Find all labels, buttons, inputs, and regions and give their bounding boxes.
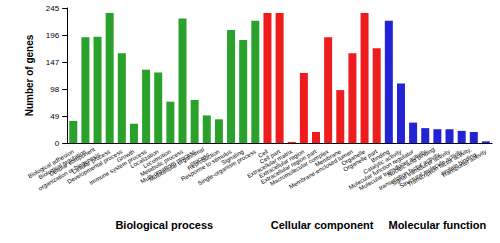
svg-text:49: 49	[50, 112, 59, 121]
svg-text:Catalytic activity: Catalytic activity	[362, 148, 403, 176]
svg-text:Locomotion: Locomotion	[142, 148, 172, 170]
svg-text:Cell part: Cell part	[258, 148, 282, 165]
svg-text:Response to stimulus: Response to stimulus	[180, 148, 233, 183]
svg-text:Cellular process: Cellular process	[71, 148, 112, 176]
svg-text:Signaling: Signaling	[220, 148, 245, 166]
svg-text:Biological process: Biological process	[115, 219, 213, 231]
svg-text:Macromolecular complex: Macromolecular complex	[269, 148, 330, 187]
svg-text:Multicellular organismal: Multicellular organismal	[147, 145, 207, 183]
svg-text:Localization: Localization	[129, 148, 160, 170]
svg-text:Cellular component: Cellular component	[271, 219, 374, 231]
svg-text:Signal transducer activity: Signal transducer activity	[390, 148, 451, 187]
svg-text:Cellular component: Cellular component	[48, 145, 98, 178]
svg-text:protein binding: protein binding	[440, 151, 477, 177]
svg-text:Organelle part: Organelle part	[342, 148, 379, 173]
svg-text:Growth: Growth	[115, 148, 136, 164]
svg-text:Metabolic process: Metabolic process	[139, 148, 184, 178]
svg-text:Cell: Cell	[257, 148, 269, 159]
svg-text:Extracellular region part: Extracellular region part	[260, 148, 318, 185]
svg-text:245: 245	[46, 4, 60, 13]
svg-text:Membrane: Membrane	[314, 148, 342, 168]
svg-text:Organelle: Organelle	[340, 148, 367, 167]
svg-text:0: 0	[55, 139, 60, 148]
svg-text:147: 147	[46, 58, 60, 67]
svg-text:Immune system process: Immune system process	[88, 148, 147, 186]
svg-text:Molecular function: Molecular function	[388, 219, 486, 231]
svg-text:Binding: Binding	[370, 148, 391, 164]
svg-text:organization or biogenesis: organization or biogenesis	[37, 151, 101, 192]
svg-text:Transporter activity: Transporter activity	[441, 148, 488, 179]
svg-text:Number of genes: Number of genes	[24, 34, 35, 116]
svg-text:Membrane-enclosed lumen: Membrane-enclosed lumen	[288, 148, 354, 190]
svg-text:Extracellular matrix: Extracellular matrix	[246, 148, 294, 179]
svg-text:Molecular function regulator: Molecular function regulator	[347, 148, 415, 191]
svg-text:196: 196	[46, 31, 60, 40]
svg-text:98: 98	[50, 85, 59, 94]
svg-text:Biological adhesion: Biological adhesion	[27, 148, 75, 180]
svg-text:Transcription factor activity,: Transcription factor activity,	[406, 145, 474, 188]
svg-text:Single-organism process: Single-organism process	[197, 148, 257, 186]
svg-text:Reproduction: Reproduction	[186, 148, 221, 172]
svg-text:Nucleic acid binding: Nucleic acid binding	[386, 145, 438, 178]
svg-text:Developmental process: Developmental process	[66, 148, 124, 185]
